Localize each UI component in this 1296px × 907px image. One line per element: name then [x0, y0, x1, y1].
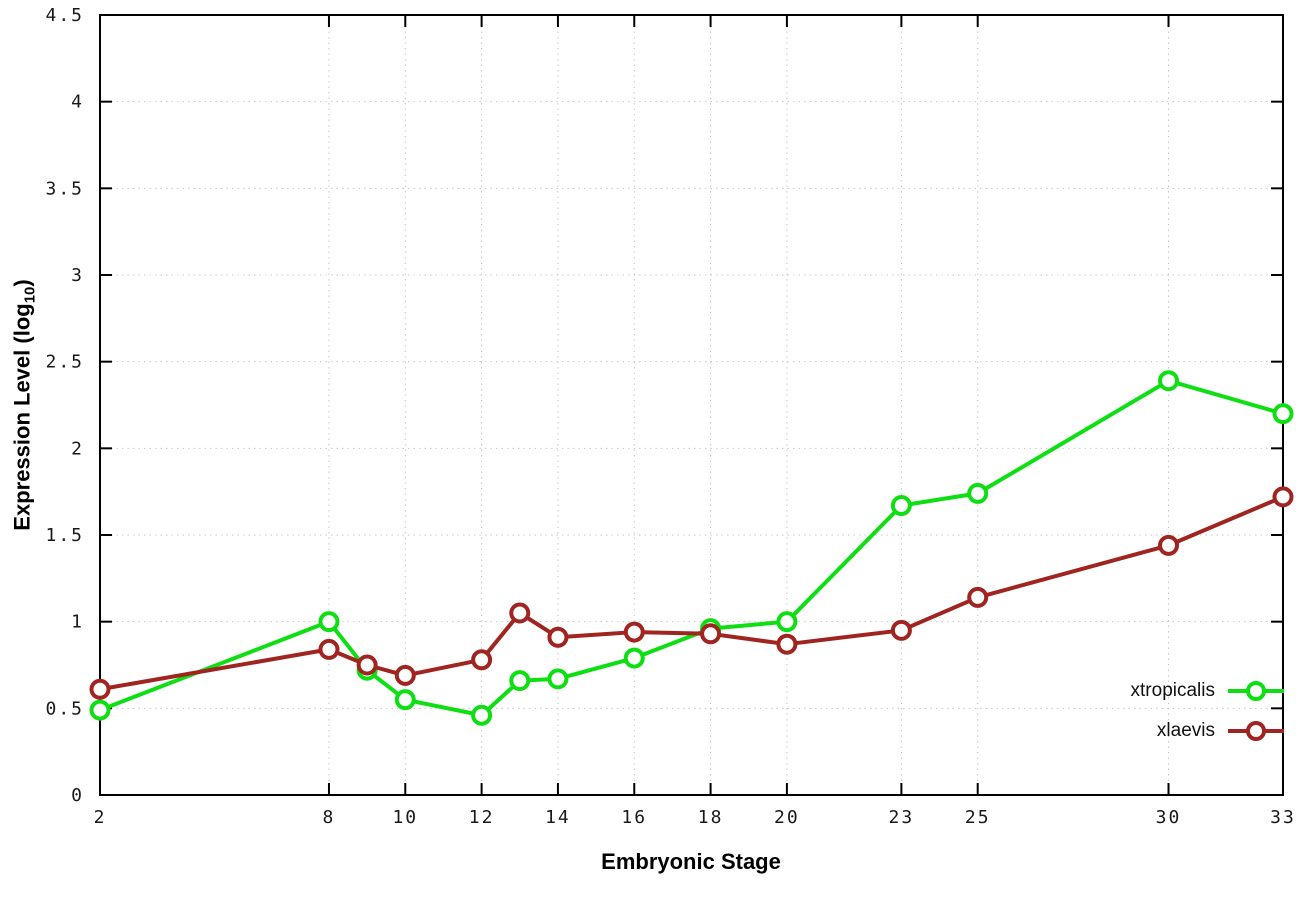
data-point-xlaevis	[394, 664, 416, 686]
legend-item-xlaevis: xlaevis	[1157, 720, 1285, 742]
legend-marker-xtropicalis	[1246, 681, 1266, 701]
data-point-xlaevis	[89, 678, 111, 700]
y-axis-label-text: Expression Level (log	[9, 303, 35, 531]
legend-sample-xlaevis	[1228, 721, 1284, 741]
data-point-xlaevis	[1272, 486, 1294, 508]
data-point-xtropicalis	[547, 668, 569, 690]
y-tick-label: 1	[71, 612, 84, 633]
data-point-xlaevis	[547, 626, 569, 648]
y-tick-label: 0	[71, 785, 84, 806]
plot-border	[99, 14, 1284, 796]
series-line-xlaevis	[98, 494, 1285, 692]
data-point-xtropicalis	[776, 611, 798, 633]
y-tick-label: 4.5	[45, 5, 84, 26]
data-point-xtropicalis	[394, 689, 416, 711]
y-axis-label: Expression Level (log10)	[9, 279, 38, 530]
legend: xtropicalis xlaevis	[1131, 680, 1285, 742]
x-tick-label: 25	[965, 807, 991, 828]
x-tick-label: 18	[698, 807, 724, 828]
data-point-xlaevis	[1158, 534, 1180, 556]
data-point-xtropicalis	[318, 611, 340, 633]
data-point-xlaevis	[356, 654, 378, 676]
data-point-xlaevis	[318, 638, 340, 660]
x-tick-label: 16	[621, 807, 647, 828]
x-tick-label: 2	[94, 807, 107, 828]
data-point-xlaevis	[700, 623, 722, 645]
x-tick-label: 23	[889, 807, 915, 828]
x-tick-label: 30	[1156, 807, 1182, 828]
data-point-xtropicalis	[89, 699, 111, 721]
y-tick-label: 1.5	[45, 525, 84, 546]
series-line-xtropicalis	[98, 378, 1285, 718]
x-tick-label: 20	[774, 807, 800, 828]
y-tick-label: 4	[71, 92, 84, 113]
legend-item-xtropicalis: xtropicalis	[1131, 680, 1285, 702]
data-point-xtropicalis	[1158, 370, 1180, 392]
data-point-xlaevis	[509, 602, 531, 624]
data-point-xtropicalis	[1272, 403, 1294, 425]
data-point-xtropicalis	[890, 495, 912, 517]
y-tick-label: 2	[71, 438, 84, 459]
data-point-xtropicalis	[623, 647, 645, 669]
data-point-xlaevis	[776, 633, 798, 655]
y-axis-label-subscript: 10	[21, 286, 39, 304]
x-tick-label: 14	[545, 807, 571, 828]
data-point-xlaevis	[967, 586, 989, 608]
data-point-xtropicalis	[471, 704, 493, 726]
x-axis-label: Embryonic Stage	[601, 849, 781, 874]
data-point-xlaevis	[623, 621, 645, 643]
data-point-xlaevis	[471, 649, 493, 671]
y-tick-label: 3.5	[45, 178, 84, 199]
y-tick-label: 2.5	[45, 352, 84, 373]
x-tick-label: 33	[1270, 807, 1296, 828]
y-axis-label-suffix: )	[9, 279, 35, 287]
y-tick-label: 0.5	[45, 698, 84, 719]
x-tick-label: 10	[392, 807, 418, 828]
legend-label-xlaevis: xlaevis	[1156, 720, 1215, 741]
data-point-xtropicalis	[509, 670, 531, 692]
x-tick-label: 8	[323, 807, 336, 828]
legend-sample-xtropicalis	[1228, 681, 1284, 701]
data-point-xlaevis	[890, 619, 912, 641]
y-tick-label: 3	[71, 265, 84, 286]
data-point-xtropicalis	[967, 482, 989, 504]
legend-marker-xlaevis	[1246, 721, 1266, 741]
legend-label-xtropicalis: xtropicalis	[1130, 680, 1215, 701]
x-tick-label: 12	[469, 807, 495, 828]
